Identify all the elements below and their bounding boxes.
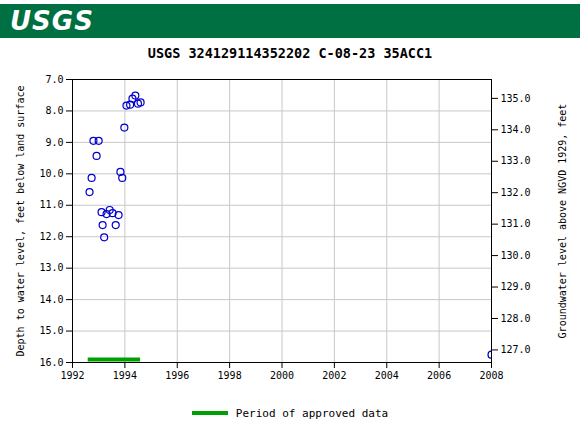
svg-text:14.0: 14.0 [39,294,63,305]
svg-text:1998: 1998 [218,370,242,381]
svg-text:2004: 2004 [375,370,399,381]
svg-text:133.0: 133.0 [501,155,531,166]
svg-text:130.0: 130.0 [501,250,531,261]
svg-text:8.0: 8.0 [45,105,63,116]
svg-text:2000: 2000 [270,370,294,381]
svg-text:15.0: 15.0 [39,325,63,336]
svg-text:2006: 2006 [427,370,451,381]
svg-text:135.0: 135.0 [501,93,531,104]
svg-text:16.0: 16.0 [39,357,63,368]
svg-text:2002: 2002 [322,370,346,381]
svg-text:7.0: 7.0 [45,74,63,85]
svg-text:127.0: 127.0 [501,344,531,355]
svg-text:129.0: 129.0 [501,281,531,292]
svg-text:128.0: 128.0 [501,313,531,324]
svg-text:1996: 1996 [165,370,189,381]
svg-text:2008: 2008 [479,370,503,381]
html-text:USGS: USGS [10,6,94,36]
svg-text:1994: 1994 [113,370,137,381]
svg-text:11.0: 11.0 [39,199,63,210]
svg-text:132.0: 132.0 [501,187,531,198]
html-text:USGS 324129114352202 C-08-23 3: USGS 324129114352202 C-08-23 35ACC1 [147,45,433,61]
svg-text:131.0: 131.0 [501,218,531,229]
svg-text:9.0: 9.0 [45,137,63,148]
html-text:Period of approved data: Period of approved data [235,406,389,420]
svg-text:Depth to water level, feet bel: Depth to water level, feet below land su… [15,86,26,357]
svg-text:Groundwater level above NGVD 1: Groundwater level above NGVD 1929, feet [557,104,568,339]
svg-text:134.0: 134.0 [501,124,531,135]
svg-text:10.0: 10.0 [39,168,63,179]
svg-text:13.0: 13.0 [39,262,63,273]
svg-text:12.0: 12.0 [39,231,63,242]
svg-text:1992: 1992 [60,370,84,381]
